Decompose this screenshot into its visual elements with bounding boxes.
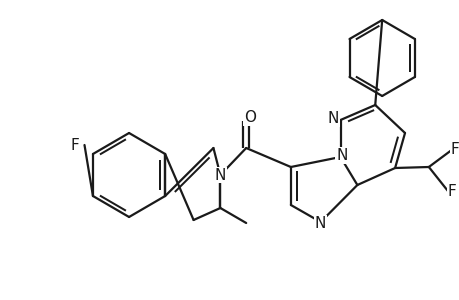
Text: N: N (214, 167, 225, 182)
Text: N: N (314, 216, 325, 231)
Text: F: F (447, 184, 456, 200)
Text: N: N (336, 148, 347, 163)
Text: F: F (70, 137, 78, 152)
Text: O: O (243, 110, 255, 125)
Text: N: N (327, 111, 339, 126)
Text: F: F (450, 142, 459, 158)
